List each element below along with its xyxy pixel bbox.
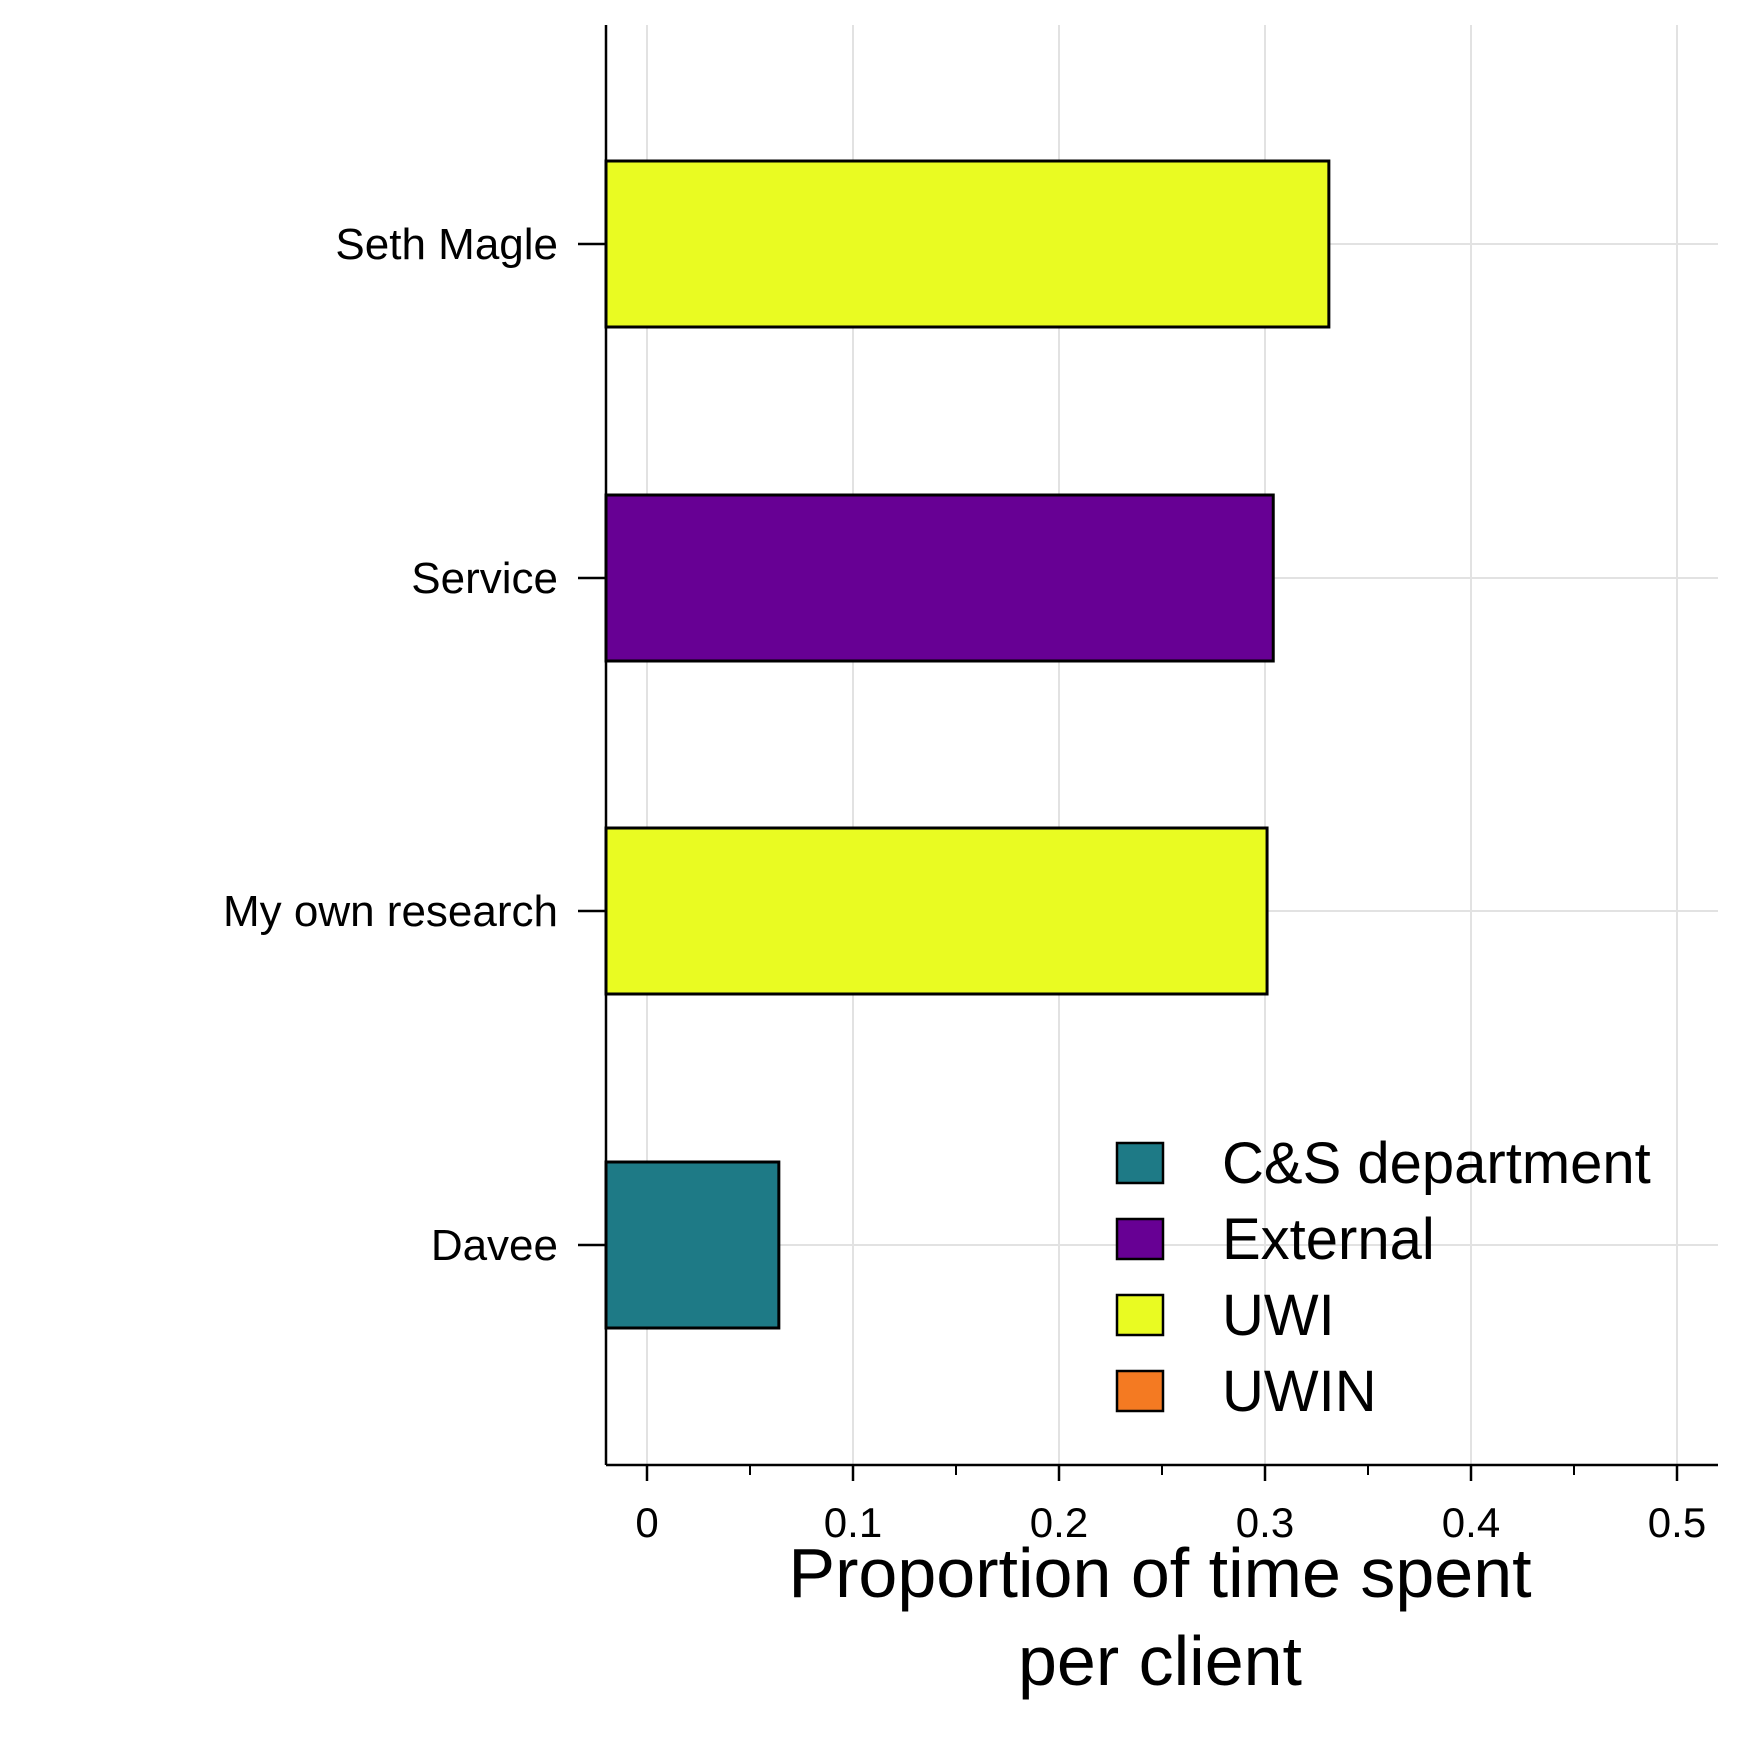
x-axis-ticks: 0 0.1 0.2 0.3 0.4 0.5 <box>635 1465 1706 1546</box>
y-category-label: Seth Magle <box>335 220 558 269</box>
legend-swatch <box>1115 1141 1165 1185</box>
legend-swatch <box>1115 1293 1165 1337</box>
y-category-label: Davee <box>431 1221 558 1270</box>
x-tick-label: 0.1 <box>824 1499 882 1546</box>
x-tick-label: 0.5 <box>1648 1499 1706 1546</box>
x-tick-label: 0 <box>635 1499 658 1546</box>
x-tick-label: 0.3 <box>1236 1499 1294 1546</box>
y-category-label: My own research <box>223 887 558 936</box>
legend-swatch <box>1115 1369 1165 1413</box>
legend-swatch <box>1115 1217 1165 1261</box>
y-axis-categories: Seth Magle Service My own research Davee <box>223 220 606 1270</box>
bar <box>604 1160 781 1330</box>
bars <box>604 159 1331 1330</box>
legend: C&S department External UWI UWIN <box>1115 1131 1651 1424</box>
x-tick-label: 0.2 <box>1030 1499 1088 1546</box>
x-axis-title-line2: per client <box>1018 1622 1302 1700</box>
bar <box>604 159 1331 329</box>
legend-label: UWI <box>1222 1283 1335 1348</box>
bar <box>604 493 1275 663</box>
x-axis-title-line1: Proportion of time spent <box>788 1534 1531 1612</box>
legend-label: C&S department <box>1222 1131 1651 1196</box>
bar <box>604 826 1269 996</box>
x-tick-label: 0.4 <box>1442 1499 1500 1546</box>
legend-label: External <box>1222 1207 1435 1272</box>
y-category-label: Service <box>411 554 558 603</box>
legend-label: UWIN <box>1222 1359 1377 1424</box>
